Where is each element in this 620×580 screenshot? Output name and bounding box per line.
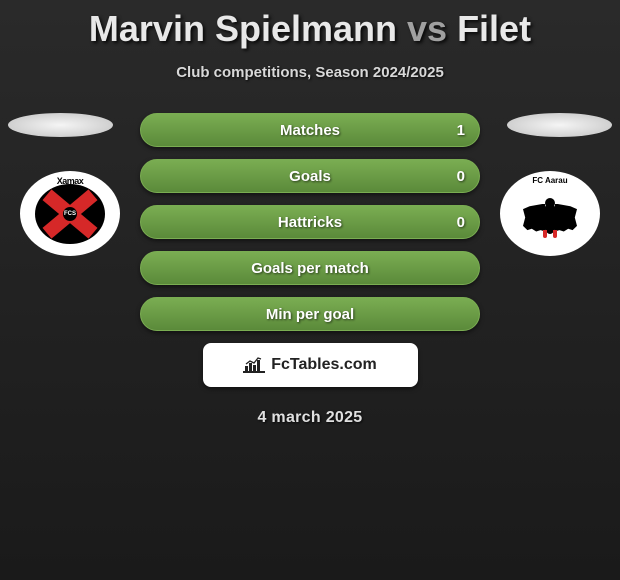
xamax-logo: Xamax FCS (20, 171, 120, 256)
branding-badge: FcTables.com (203, 343, 418, 387)
player2-name: Filet (457, 8, 531, 49)
player1-name: Marvin Spielmann (89, 8, 397, 49)
stat-label: Goals (289, 168, 331, 185)
stat-label: Goals per match (251, 260, 369, 277)
date-label: 4 march 2025 (0, 409, 620, 427)
aarau-label: FC Aarau (532, 176, 567, 185)
vs-label: vs (407, 8, 447, 49)
stat-label: Matches (280, 122, 340, 139)
branding-text: FcTables.com (271, 356, 377, 374)
stat-value-right: 1 (457, 122, 465, 139)
stat-row: Hattricks 0 (140, 205, 480, 239)
subtitle: Club competitions, Season 2024/2025 (0, 64, 620, 81)
player1-marker (8, 113, 113, 137)
stats-table: Matches 1 Goals 0 Hattricks 0 Goals per match M… (140, 113, 480, 331)
stat-row: Goals per match (140, 251, 480, 285)
stat-value-right: 0 (457, 214, 465, 231)
stat-label: Hattricks (278, 214, 342, 231)
aarau-logo: FC Aarau (500, 171, 600, 256)
content-area: Xamax FCS FC Aarau Matches1Goals0Hattric… (0, 113, 620, 427)
chart-icon (243, 356, 265, 374)
stat-value-right: 0 (457, 168, 465, 185)
stat-label: Min per goal (266, 306, 354, 323)
stat-row: Goals 0 (140, 159, 480, 193)
club-logo-right: FC Aarau (500, 171, 600, 256)
player2-marker (507, 113, 612, 137)
stat-row: Min per goal (140, 297, 480, 331)
stat-row: Matches 1 (140, 113, 480, 147)
comparison-title: Marvin Spielmann vs Filet (0, 0, 620, 50)
club-logo-left: Xamax FCS (20, 171, 120, 256)
